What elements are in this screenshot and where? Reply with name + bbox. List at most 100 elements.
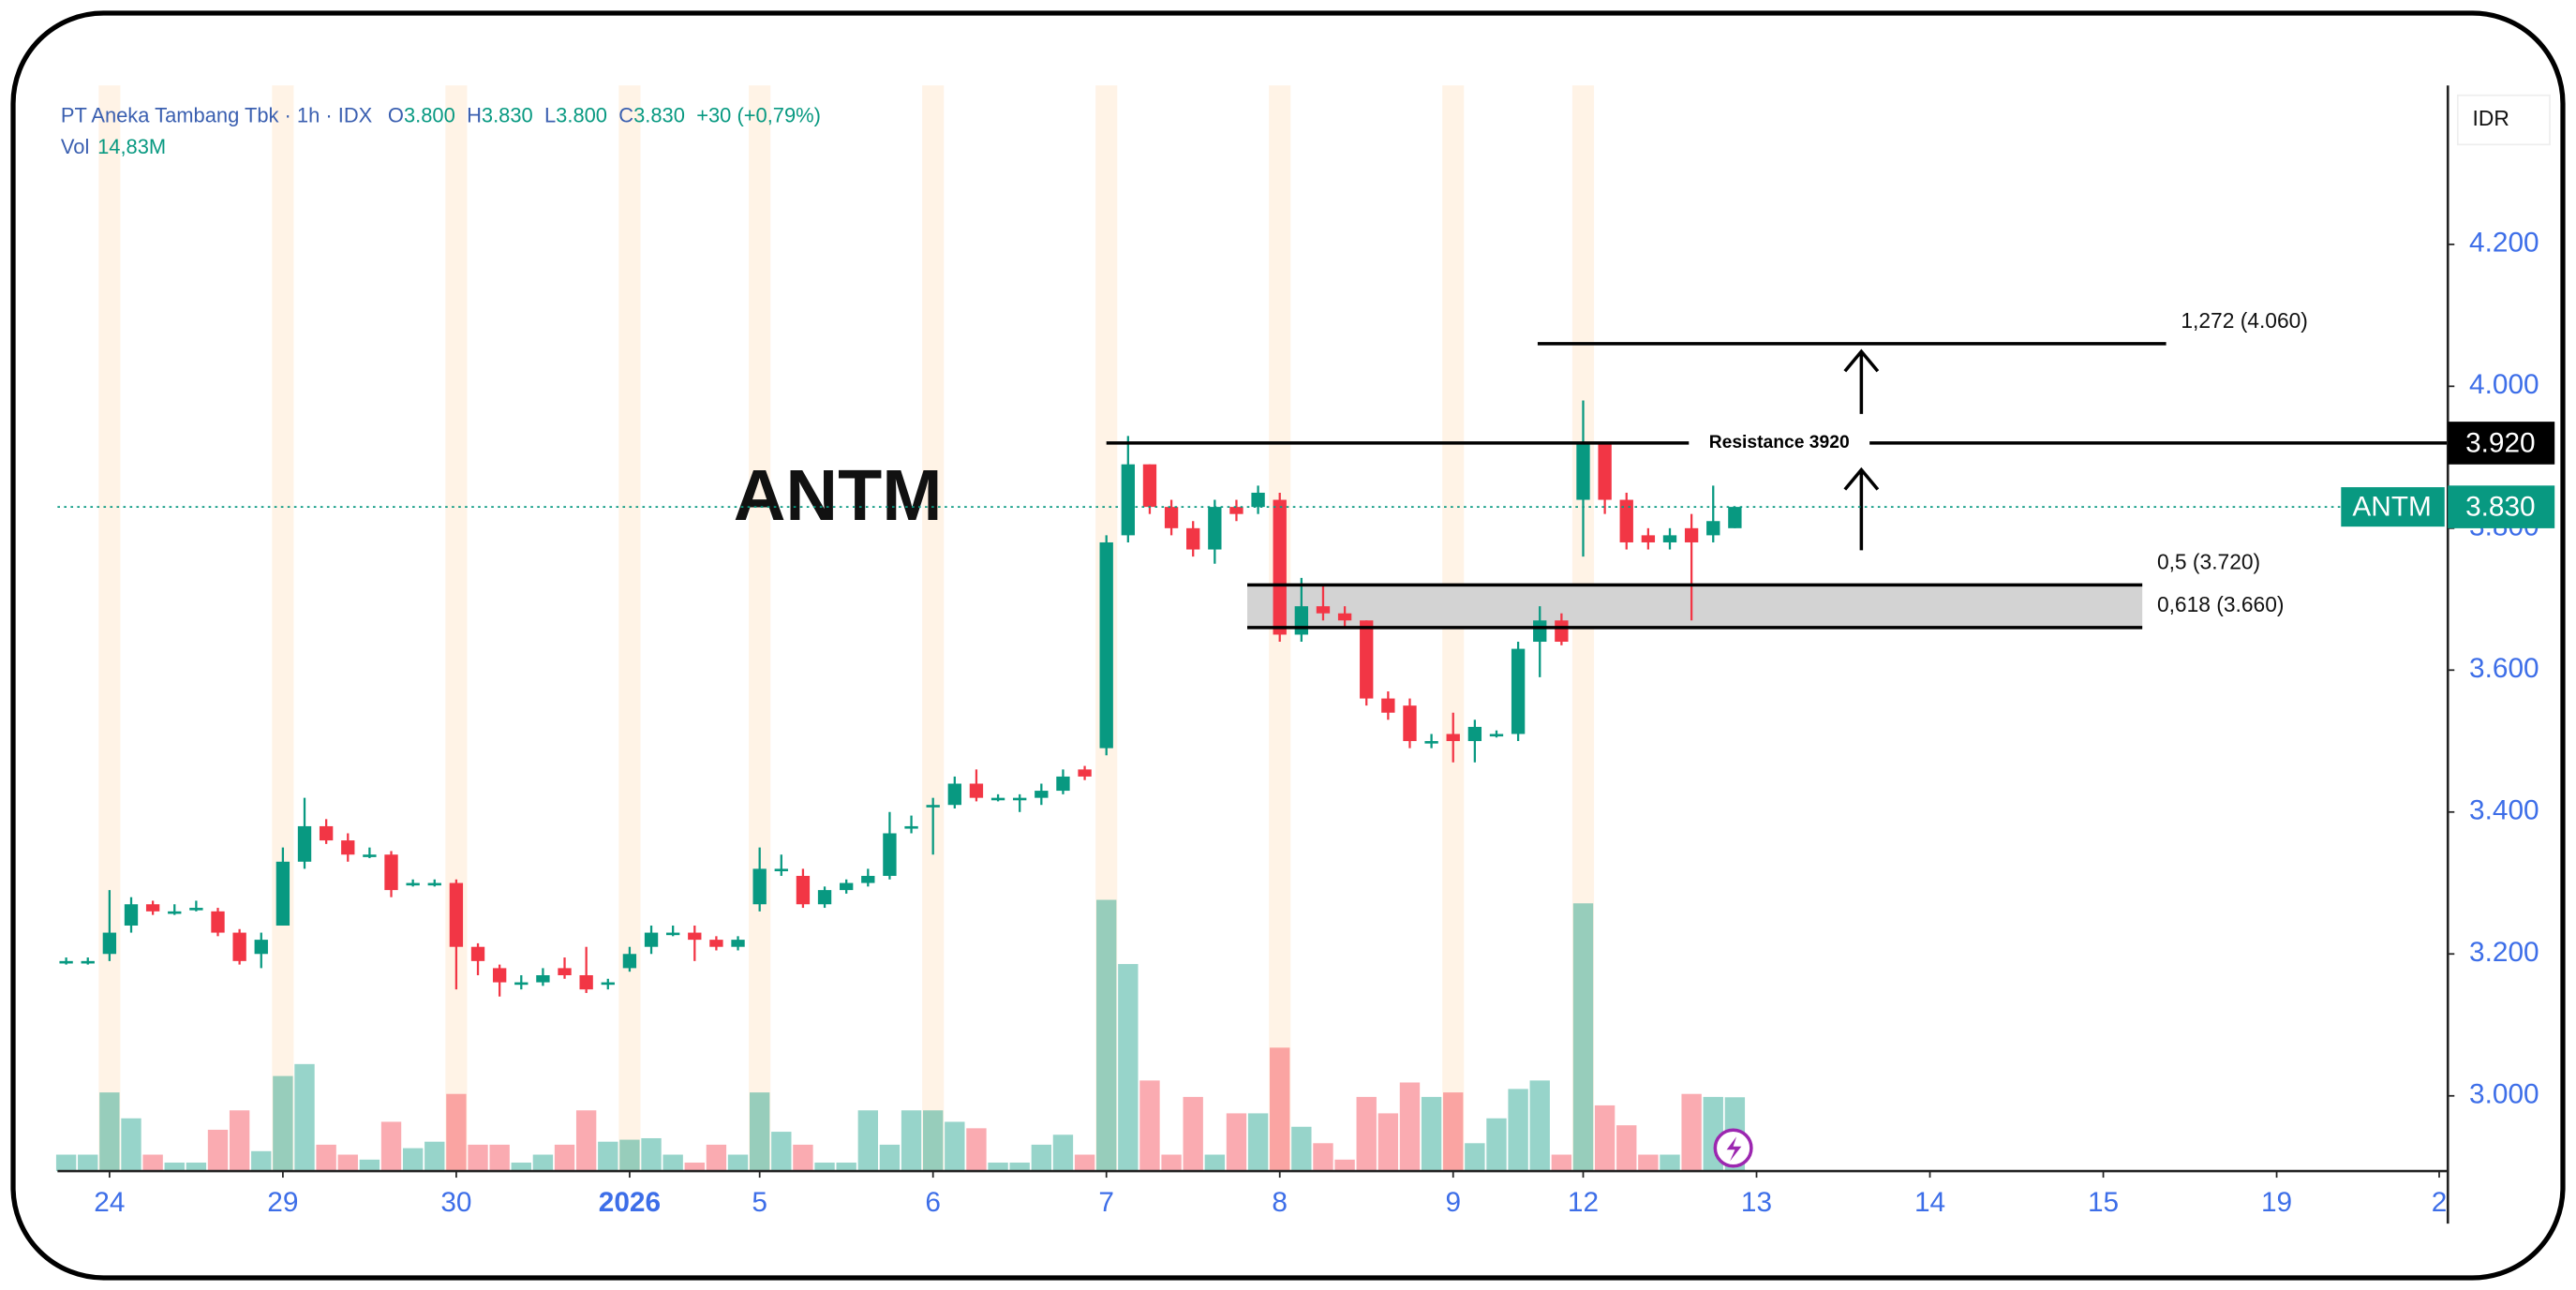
candle-body (470, 946, 485, 961)
candle-body (1208, 507, 1222, 550)
volume-bar (1270, 1047, 1290, 1172)
candle (470, 942, 485, 975)
candle-body (904, 825, 918, 829)
candle (297, 797, 312, 869)
legend-key: C (618, 103, 633, 126)
candle-body (796, 875, 811, 905)
legend-header: PT Aneka Tambang Tbk · 1h · IDX O3.800 H3… (61, 103, 821, 126)
candle-body (1035, 791, 1049, 798)
candle (1035, 783, 1049, 806)
x-tick-label: 2026 (599, 1187, 661, 1218)
candle (427, 879, 441, 887)
candle-body (492, 968, 507, 983)
candle (1381, 691, 1395, 720)
candle (926, 797, 940, 855)
candle (341, 833, 355, 862)
volume-bar (1247, 1113, 1269, 1172)
candle (363, 847, 377, 859)
volume-bar (641, 1137, 662, 1172)
volume-bar (468, 1144, 488, 1172)
candle-body (536, 974, 550, 983)
y-tick-label: 3.000 (2469, 1079, 2539, 1110)
volume-bar (1291, 1126, 1312, 1172)
candle-body (1641, 535, 1656, 542)
candle-body (254, 940, 268, 955)
volume-bar (1031, 1144, 1052, 1172)
volume-bar (1118, 964, 1139, 1172)
x-tick-label: 6 (925, 1187, 941, 1218)
candle (536, 968, 550, 986)
volume-bar (186, 1163, 207, 1172)
volume-bar (251, 1150, 272, 1172)
candle-body (558, 968, 572, 975)
candle-body (102, 932, 117, 955)
candle (774, 854, 788, 876)
candle (1555, 613, 1569, 645)
candle (840, 879, 854, 894)
volume-bar (1421, 1096, 1442, 1172)
volume-bar (294, 1063, 315, 1172)
candle-body (1598, 442, 1612, 500)
currency-label: IDR (2473, 106, 2509, 130)
candle-body (579, 974, 593, 990)
candle (1251, 485, 1265, 514)
candle (319, 819, 334, 844)
candle-body (427, 882, 441, 886)
candle (1533, 606, 1547, 677)
candle-body (1467, 726, 1482, 742)
volume-bar (879, 1144, 901, 1172)
legend-value: 3.800 (404, 103, 455, 126)
x-tick-label: 30 (440, 1187, 471, 1218)
candle-body (1424, 741, 1438, 744)
session-band (922, 85, 945, 1172)
candle-body (406, 882, 420, 886)
candle (947, 776, 961, 809)
candle-body (145, 904, 160, 912)
volume-bar (945, 1121, 965, 1172)
candle (449, 879, 464, 990)
candle (579, 946, 593, 993)
x-tick-label: 14 (1914, 1187, 1945, 1218)
volume-bar (1183, 1096, 1203, 1172)
candle (1360, 620, 1374, 706)
candle (211, 908, 225, 937)
candle-body (319, 825, 334, 841)
candle-body (969, 783, 984, 798)
candle-body (665, 932, 680, 936)
candle (1316, 585, 1331, 621)
volume-bar (814, 1163, 835, 1172)
candle (1121, 436, 1135, 542)
candle (1706, 485, 1720, 542)
volume-bar (511, 1163, 531, 1172)
candle-body (1489, 734, 1504, 737)
volume-bar (121, 1118, 141, 1172)
x-tick-label: 5 (752, 1187, 767, 1218)
session-band (445, 85, 468, 1172)
candle-body (1555, 620, 1569, 643)
volume-bar (402, 1148, 424, 1172)
candle (883, 811, 897, 880)
candle (81, 957, 95, 965)
volume-bar (1096, 899, 1117, 1172)
y-tick-label: 3.400 (2469, 795, 2539, 826)
candle-body (817, 890, 832, 905)
volume-bar (793, 1144, 813, 1172)
volume-bar (207, 1129, 229, 1172)
candle-body (1099, 541, 1113, 749)
candle (1013, 793, 1027, 812)
candle (1142, 464, 1157, 514)
candle (558, 957, 572, 979)
candle (124, 897, 139, 933)
volume-bar (1572, 903, 1594, 1172)
volume-bar (575, 1110, 597, 1172)
volume-bar (1356, 1096, 1377, 1172)
volume-bar (598, 1141, 618, 1172)
volume-bar (1226, 1113, 1247, 1172)
x-tick-label: 19 (2261, 1187, 2292, 1218)
volume-bar (337, 1154, 358, 1172)
volume-key: Vol (61, 135, 89, 158)
candle-body (1251, 492, 1265, 508)
volume-bar (1204, 1154, 1226, 1172)
arrows (1843, 348, 1880, 551)
level-label-bg (1689, 431, 1870, 455)
